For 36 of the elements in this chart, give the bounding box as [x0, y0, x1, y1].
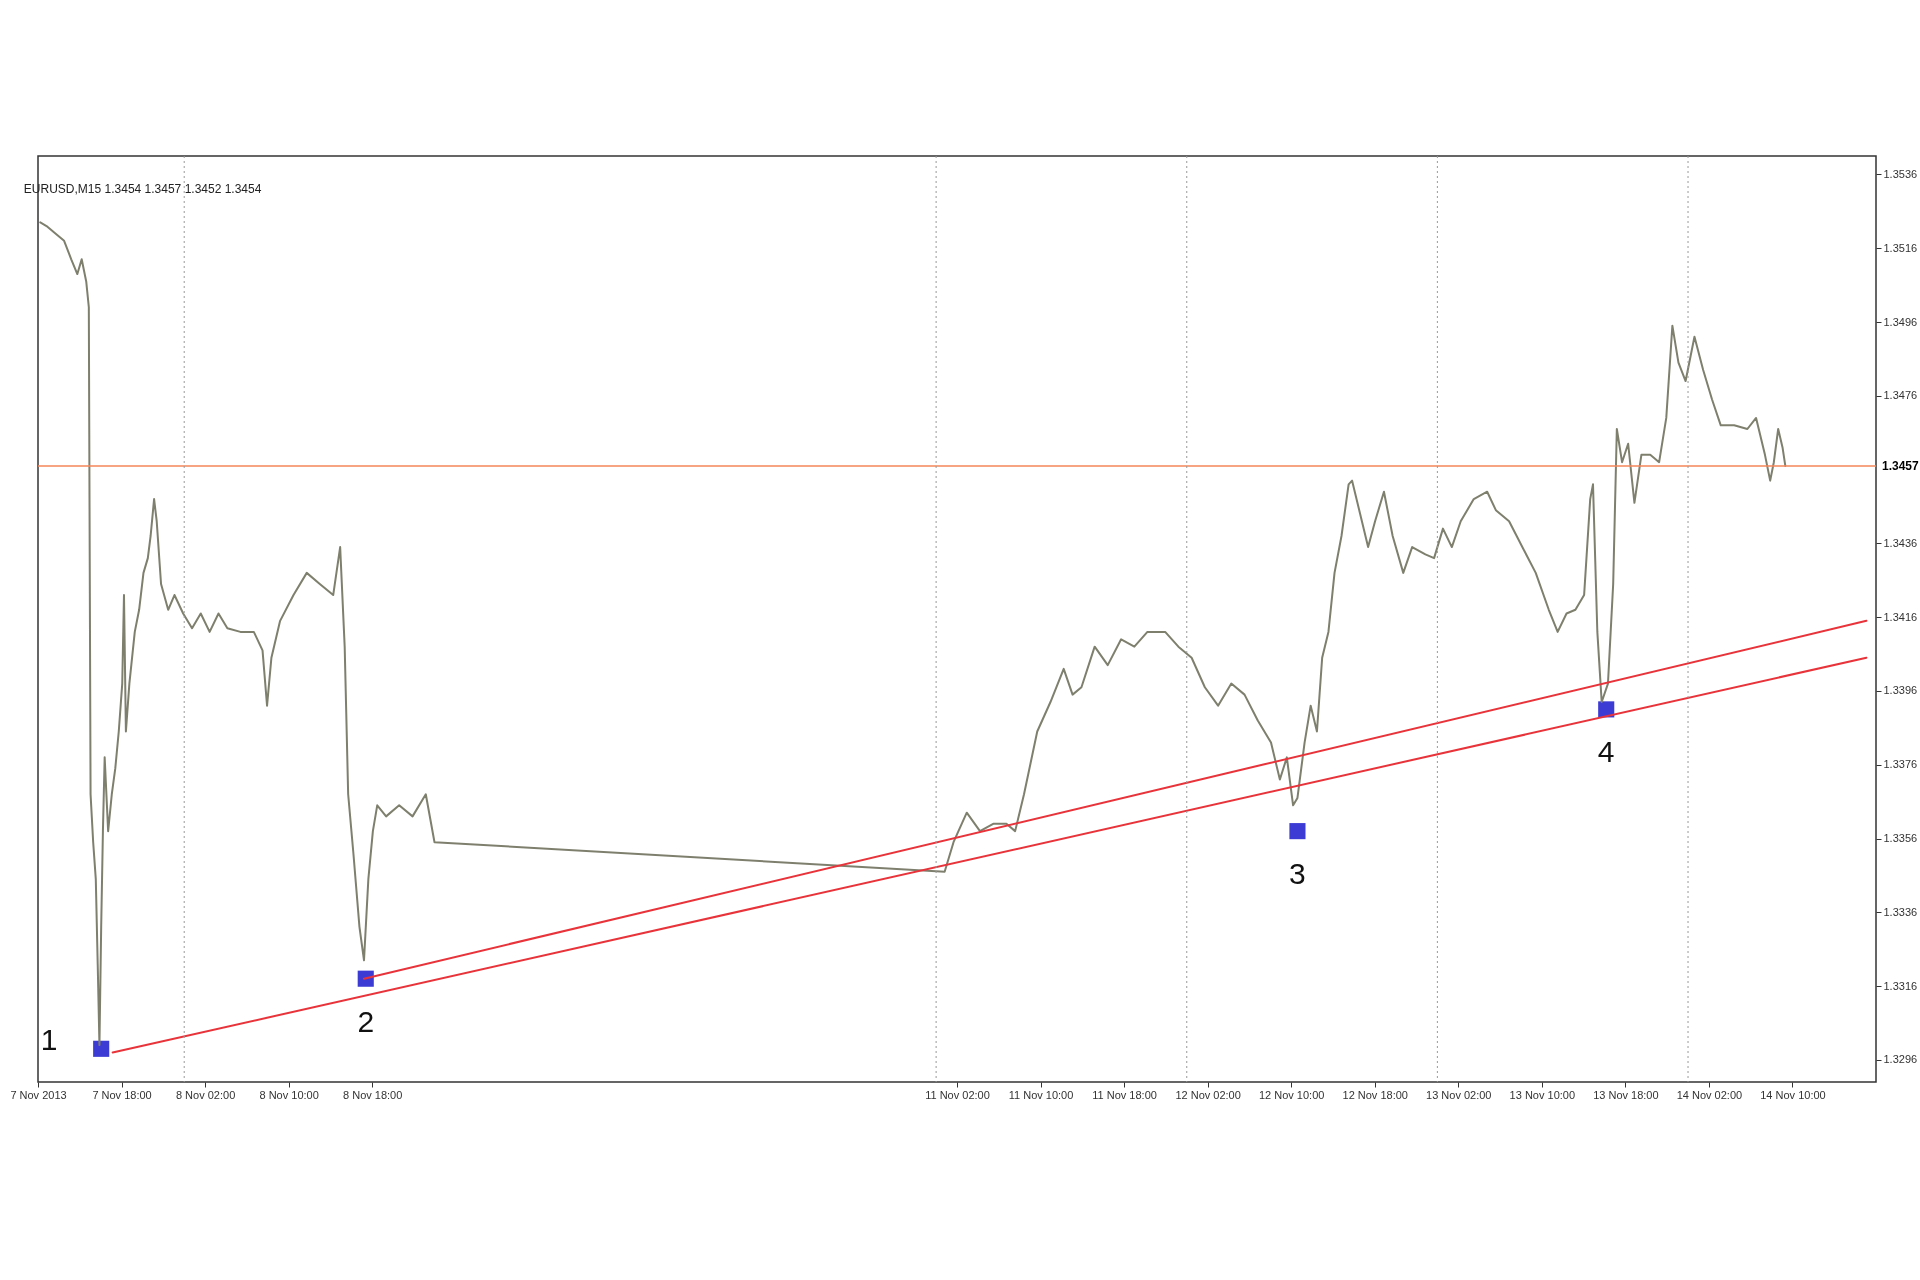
point	[93, 1040, 110, 1057]
y-tick-label: 1.3416	[1883, 610, 1918, 623]
x-tick-label: 12 Nov 18:00	[1342, 1088, 1408, 1101]
annotation: 4	[1597, 735, 1615, 769]
x-tick-label: 14 Nov 10:00	[1760, 1088, 1826, 1101]
x-tick-label: 13 Nov 02:00	[1426, 1088, 1492, 1101]
x-tick-label: 11 Nov 18:00	[1092, 1088, 1157, 1101]
annotation: 1	[40, 1022, 58, 1056]
x-tick-label: 13 Nov 10:00	[1509, 1088, 1576, 1101]
y-tick-label: 1.3296	[1883, 1053, 1918, 1066]
y-tick-label: 1.3436	[1883, 536, 1918, 549]
point	[357, 970, 374, 987]
y-tick-label: 1.3356	[1883, 832, 1918, 845]
x-tick-label: 14 Nov 02:00	[1676, 1088, 1743, 1101]
y-tick-label: 1.3476	[1883, 389, 1918, 402]
y-tick-label: 1.3496	[1883, 315, 1918, 328]
y-tick-label: 1.3376	[1883, 758, 1918, 771]
y-tick-label: 1.3336	[1883, 905, 1918, 918]
x-tick-label: 8 Nov 10:00	[259, 1088, 319, 1101]
x-tick-label: 8 Nov 18:00	[343, 1088, 403, 1101]
x-tick-label: 7 Nov 18:00	[92, 1088, 152, 1101]
annotation: 2	[357, 1004, 375, 1038]
y-tick-label: 1.3396	[1883, 684, 1918, 697]
x-tick-label: 8 Nov 02:00	[175, 1088, 236, 1101]
annotation: 3	[1289, 857, 1306, 891]
y-tick-label: 1.3536	[1883, 167, 1918, 180]
x-tick-label: 11 Nov 10:00	[1008, 1088, 1074, 1101]
x-tick-label: 12 Nov 02:00	[1175, 1088, 1241, 1101]
x-tick-label: 7 Nov 2013	[10, 1088, 67, 1101]
y-tick-label: 1.3316	[1883, 979, 1918, 992]
x-tick-label: 11 Nov 02:00	[925, 1088, 990, 1101]
point	[1289, 823, 1306, 840]
ref-line-label: 1.3457	[1882, 458, 1920, 473]
x-tick-label: 12 Nov 10:00	[1258, 1088, 1325, 1101]
y-tick-label: 1.3516	[1883, 241, 1918, 254]
x-tick-label: 13 Nov 18:00	[1593, 1088, 1659, 1101]
